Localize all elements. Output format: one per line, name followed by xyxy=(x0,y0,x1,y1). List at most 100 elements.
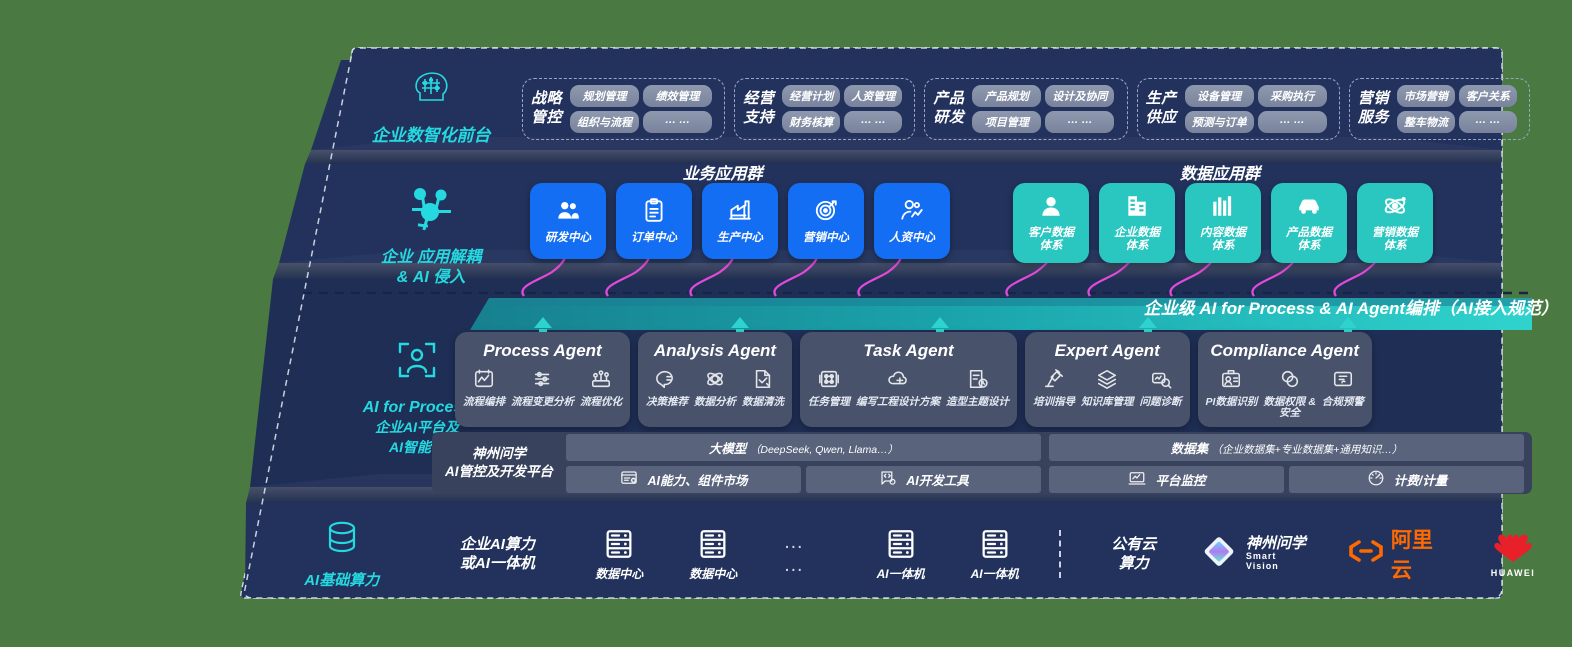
app-card-订单中心[interactable]: 订单中心 xyxy=(616,183,692,259)
vendor-huawei[interactable]: HUAWEI xyxy=(1490,531,1536,578)
infra-node-label: AI一体机 xyxy=(876,567,925,581)
dept-tag[interactable]: 人资管理 xyxy=(844,85,903,107)
dept-tag[interactable]: 采购执行 xyxy=(1257,85,1327,107)
dept-tag[interactable]: 绩效管理 xyxy=(643,85,713,107)
agent-card-process-agent[interactable]: Process Agent 流程编排 流程变更分析 流程优化 xyxy=(455,332,630,427)
dept-tag[interactable]: 市场营销 xyxy=(1396,85,1455,107)
layer-label-ai-for-process: AI for Process 企业AI平台及 AI智能体 xyxy=(322,336,512,458)
platform-cell[interactable]: AI能力、组件市场 xyxy=(566,465,801,493)
dept-tag[interactable]: … … xyxy=(1458,111,1517,133)
dept-tag[interactable]: … … xyxy=(844,111,903,133)
app-card-label: 客户数据 体系 xyxy=(1028,227,1074,253)
agent-card-compliance-agent[interactable]: Compliance Agent PI数据识别 数据权限 & 安全 合规预警 xyxy=(1197,332,1372,427)
agent-card-expert-agent[interactable]: Expert Agent 培训指导 知识库管理 问题诊断 xyxy=(1025,332,1190,427)
dept-group-3[interactable]: 产品 研发 产品规划 设计及协同 项目管理… … xyxy=(924,78,1128,140)
agent-feature-label: 知识库管理 xyxy=(1081,395,1134,408)
agent-feature[interactable]: PI数据识别 xyxy=(1206,368,1257,420)
agent-feature[interactable]: 数据清洗 xyxy=(742,368,784,408)
dept-tag-list: 规划管理 绩效管理 组织与流程… … xyxy=(570,85,713,133)
app-card-营销数据体系[interactable]: 营销数据 体系 xyxy=(1357,183,1433,263)
app-card-人资中心[interactable]: 人资中心 xyxy=(874,183,950,259)
enterprise-compute-line-2: 或AI一体机 xyxy=(459,555,535,572)
app-card-客户数据体系[interactable]: 客户数据 体系 xyxy=(1013,183,1089,263)
agent-card-task-agent[interactable]: Task Agent 任务管理 编写工程设计方案 造型主题设计 xyxy=(800,332,1017,427)
app-card-企业数据体系[interactable]: 企业数据 体系 xyxy=(1099,183,1175,263)
app-card-产品数据体系[interactable]: 产品数据 体系 xyxy=(1271,183,1347,263)
app-card-研发中心[interactable]: 研发中心 xyxy=(530,183,606,259)
dept-name-line-1: 经营 xyxy=(743,90,775,108)
agent-feature[interactable]: 决策推荐 xyxy=(646,368,688,408)
agent-feature[interactable]: 流程编排 xyxy=(463,368,505,408)
infra-node[interactable]: AI一体机 xyxy=(877,527,925,582)
layer-label-line-1: 企业 应用解耦 xyxy=(380,249,482,266)
platform-models-label: 大模型 xyxy=(708,441,747,456)
app-card-生产中心[interactable]: 生产中心 xyxy=(702,183,778,259)
agent-feature[interactable]: 数据分析 xyxy=(694,368,736,408)
dept-tag[interactable]: 经营计划 xyxy=(782,85,841,107)
dept-name-line-1: 营销 xyxy=(1357,90,1389,108)
dept-group-1[interactable]: 战略 管控 规划管理 绩效管理 组织与流程… … xyxy=(522,78,726,140)
dept-group-4[interactable]: 生产 供应 设备管理 采购执行 预测与订单… … xyxy=(1136,78,1340,140)
platform-name: 神州问学 AI管控及开发平台 xyxy=(440,445,558,480)
agent-feature[interactable]: 数据权限 & 安全 xyxy=(1263,368,1316,420)
platform-cell[interactable]: AI开发工具 xyxy=(806,465,1041,493)
agent-title: Expert Agent xyxy=(1054,341,1160,360)
person-scan-icon xyxy=(322,336,512,390)
dept-tag[interactable]: 预测与订单 xyxy=(1184,111,1254,133)
app-card-内容数据体系[interactable]: 内容数据 体系 xyxy=(1185,183,1261,263)
agent-feature[interactable]: 流程变更分析 xyxy=(511,368,574,408)
agent-feature[interactable]: 知识库管理 xyxy=(1081,368,1134,408)
agent-feature[interactable]: 培训指导 xyxy=(1033,368,1075,408)
platform-models-bar[interactable]: 大模型 （DeepSeek, Qwen, Llama…） xyxy=(566,433,1041,461)
server-icon xyxy=(602,527,636,564)
agent-card-analysis-agent[interactable]: Analysis Agent 决策推荐 数据分析 数据清洗 xyxy=(638,332,792,427)
dept-group-name: 生产 供应 xyxy=(1146,90,1177,128)
dept-group-name: 经营 支持 xyxy=(743,90,774,128)
dept-tag[interactable]: 财务核算 xyxy=(782,111,841,133)
dept-group-2[interactable]: 经营 支持 经营计划 人资管理 财务核算… … xyxy=(734,78,916,140)
dept-tag[interactable]: … … xyxy=(1257,111,1327,133)
platform-cell[interactable]: 平台监控 xyxy=(1049,465,1284,493)
agent-feature[interactable]: 流程优化 xyxy=(580,368,622,408)
agent-feature[interactable]: 问题诊断 xyxy=(1140,368,1182,408)
infra-node[interactable]: 数据中心 xyxy=(595,527,643,582)
dept-tag[interactable]: 设备管理 xyxy=(1184,85,1254,107)
dept-name-line-2: 服务 xyxy=(1357,109,1389,126)
dept-tag[interactable]: 组织与流程 xyxy=(570,111,640,133)
agent-feature[interactable]: 编写工程设计方案 xyxy=(856,368,940,408)
infra-node[interactable]: AI一体机 xyxy=(971,527,1019,582)
cloud-gear-icon xyxy=(887,368,909,394)
layer-label-text: AI基础算力 xyxy=(304,571,380,589)
layer-label-text: 企业数智化前台 xyxy=(371,126,491,146)
molecule-icon xyxy=(336,186,526,240)
agent-feature[interactable]: 任务管理 xyxy=(808,368,850,408)
dept-tag[interactable]: 整车物流 xyxy=(1396,111,1455,133)
platform-datasets-label: 数据集 xyxy=(1170,441,1209,456)
vendor-smartvision[interactable]: 神州问学 Smart Vision xyxy=(1199,532,1311,577)
dept-tag[interactable]: 项目管理 xyxy=(972,111,1042,133)
dept-group-5[interactable]: 营销 服务 市场营销 客户关系 整车物流… … xyxy=(1348,78,1531,140)
platform-datasets-bar[interactable]: 数据集 （企业数据集+专业数据集+通用知识…） xyxy=(1049,433,1524,461)
ai-orchestration-band-label: 企业级 AI for Process & AI Agent编排（AI接入规范） xyxy=(1143,299,1558,318)
dept-tag[interactable]: 设计及协同 xyxy=(1045,85,1115,107)
platform-cell[interactable]: 计费/计量 xyxy=(1289,465,1524,493)
agent-feature-label: 造型主题设计 xyxy=(946,395,1009,408)
aliyun-name: 阿里云 xyxy=(1390,529,1433,582)
platform-cell-label: AI能力、组件市场 xyxy=(647,473,748,488)
dept-tag[interactable]: 客户关系 xyxy=(1458,85,1517,107)
dept-tag[interactable]: 规划管理 xyxy=(570,85,640,107)
database-icon xyxy=(268,518,415,564)
agent-feature[interactable]: 造型主题设计 xyxy=(946,368,1009,408)
agent-title: Compliance Agent xyxy=(1210,341,1360,360)
atom-icon xyxy=(1382,193,1408,223)
layers-icon xyxy=(1096,368,1118,394)
app-card-营销中心[interactable]: 营销中心 xyxy=(788,183,864,259)
dept-tag[interactable]: 产品规划 xyxy=(972,85,1042,107)
dept-tag[interactable]: … … xyxy=(643,111,713,133)
agent-feature-list: 培训指导 知识库管理 问题诊断 xyxy=(1033,368,1182,408)
infra-node[interactable]: 数据中心 xyxy=(689,527,737,582)
agent-feature[interactable]: 合规预警 xyxy=(1322,368,1364,420)
app-card-label-line-2: 体系 xyxy=(1125,240,1149,253)
vendor-aliyun[interactable]: 阿里云 xyxy=(1345,524,1452,584)
dept-tag[interactable]: … … xyxy=(1045,111,1115,133)
